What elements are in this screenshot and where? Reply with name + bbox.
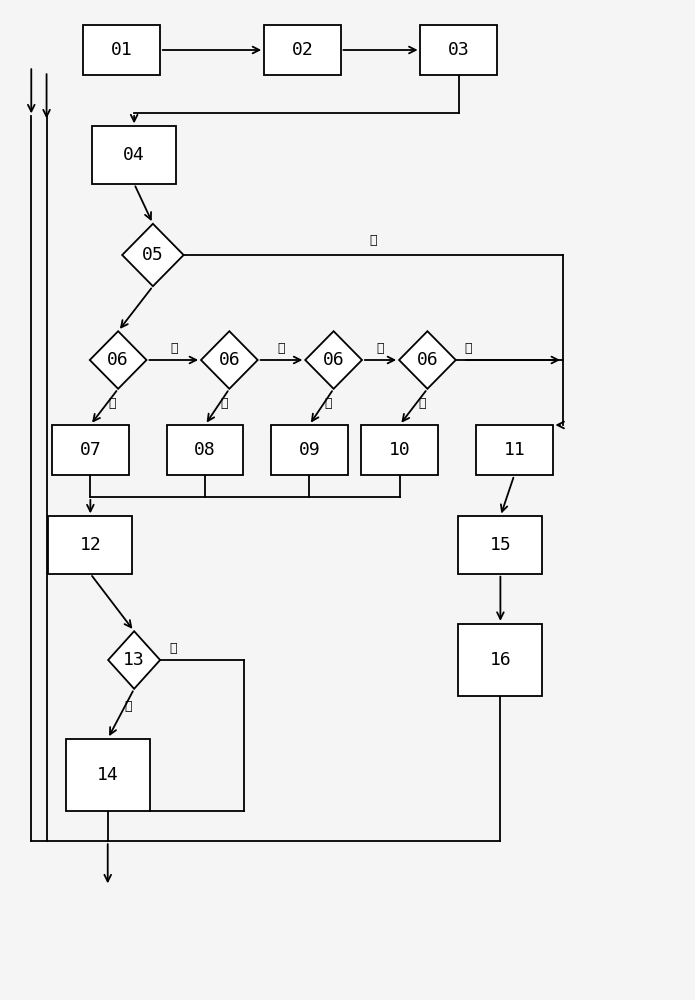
Polygon shape (305, 331, 362, 389)
Text: 否: 否 (464, 342, 472, 355)
Text: 是: 是 (370, 234, 377, 247)
Text: 是: 是 (109, 397, 116, 410)
Bar (476, 425, 553, 475)
Text: 是: 是 (325, 397, 332, 410)
Text: 否: 否 (169, 642, 177, 654)
Text: 是: 是 (418, 397, 425, 410)
Text: 06: 06 (107, 351, 129, 369)
Text: 05: 05 (142, 246, 164, 264)
Text: 06: 06 (416, 351, 439, 369)
Text: 07: 07 (79, 441, 101, 459)
Bar (420, 25, 497, 75)
Text: 06: 06 (322, 351, 345, 369)
Polygon shape (90, 331, 147, 389)
Polygon shape (122, 224, 183, 286)
Text: 14: 14 (97, 766, 119, 784)
Text: 否: 否 (377, 342, 384, 355)
Bar (52, 425, 129, 475)
Text: 10: 10 (389, 441, 411, 459)
Text: 08: 08 (194, 441, 216, 459)
Text: 否: 否 (170, 342, 177, 355)
Text: 16: 16 (489, 651, 512, 669)
Text: 13: 13 (123, 651, 145, 669)
Text: 是: 是 (220, 397, 227, 410)
Text: 04: 04 (123, 146, 145, 164)
Text: 是: 是 (125, 700, 132, 713)
Polygon shape (399, 331, 456, 389)
Text: 02: 02 (291, 41, 313, 59)
Bar (271, 425, 348, 475)
Bar (459, 516, 542, 574)
Bar (167, 425, 243, 475)
Bar (361, 425, 438, 475)
Text: 12: 12 (79, 536, 101, 554)
Bar (65, 739, 150, 811)
Text: 15: 15 (489, 536, 512, 554)
Text: 01: 01 (111, 41, 133, 59)
Text: 11: 11 (503, 441, 525, 459)
Bar (264, 25, 341, 75)
Text: 09: 09 (298, 441, 320, 459)
Polygon shape (201, 331, 258, 389)
Text: 03: 03 (448, 41, 470, 59)
Text: 06: 06 (218, 351, 240, 369)
Bar (459, 624, 542, 696)
Polygon shape (108, 631, 160, 689)
Bar (83, 25, 160, 75)
Bar (92, 126, 177, 184)
Bar (49, 516, 132, 574)
Text: 否: 否 (278, 342, 285, 355)
